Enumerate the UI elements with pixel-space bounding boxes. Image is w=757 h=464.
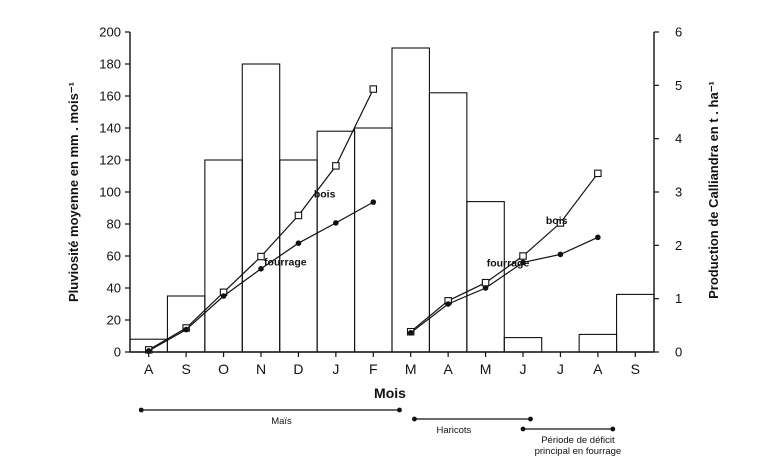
y-tick-label-left: 80	[107, 217, 121, 232]
x-axis-label: Mois	[374, 385, 406, 401]
rainfall-bar	[166, 295, 206, 353]
rainfall-bar	[241, 63, 281, 353]
rainfall-bar	[204, 159, 243, 353]
series-labels: bois fourrage bois fourrage	[264, 188, 568, 269]
series-layer	[144, 85, 602, 354]
data-point-fourrage	[333, 220, 339, 226]
x-tick-label: A	[443, 361, 453, 377]
data-point-fourrage	[183, 326, 189, 333]
series-label: bois	[546, 215, 568, 227]
x-tick-label: F	[369, 361, 378, 377]
y-tick-label-left: 100	[99, 185, 121, 200]
data-point-bois	[294, 211, 303, 220]
period-end-marker	[610, 426, 616, 432]
y-tick-label-right: 5	[675, 78, 682, 93]
x-tick-label: S	[181, 361, 190, 377]
rainfall-bar	[466, 201, 505, 353]
y-tick-label-right: 1	[675, 291, 682, 306]
rainfall-bar	[428, 92, 468, 353]
data-point-bois	[481, 278, 490, 287]
y-tick-label-right: 4	[675, 131, 682, 146]
x-tick-label: A	[144, 361, 154, 377]
data-point-fourrage	[295, 240, 302, 246]
period-start-marker	[138, 407, 144, 413]
series-line-bois	[410, 172, 599, 333]
data-point-fourrage	[370, 199, 377, 205]
x-tick-label: M	[405, 361, 417, 377]
rainfall-bar	[503, 337, 543, 353]
series-line-fourrage	[148, 201, 374, 352]
series-label: fourrage	[264, 257, 307, 269]
data-point-fourrage	[595, 234, 601, 241]
period-end-marker	[528, 416, 533, 422]
x-tick-label: A	[593, 361, 603, 377]
data-point-bois	[257, 252, 265, 261]
period-end-marker	[397, 407, 402, 413]
period-label: Haricots	[436, 425, 471, 436]
data-point-fourrage	[557, 251, 564, 258]
data-point-bois	[369, 85, 378, 93]
y-tick-label-left: 20	[107, 313, 121, 328]
y-tick-label-left: 200	[99, 25, 121, 40]
y-tick-label-left: 120	[99, 153, 121, 168]
x-tick-label: O	[218, 361, 229, 377]
y-tick-label-left: 40	[107, 281, 121, 296]
data-point-fourrage	[407, 330, 414, 336]
crop-periods: Maïs Haricots Période de déficitprincipal …	[138, 407, 622, 457]
x-tick-label: D	[293, 361, 303, 377]
data-point-bois	[556, 219, 565, 227]
x-tick-label: J	[520, 361, 527, 377]
series-line-bois	[148, 88, 374, 351]
y-tick-label-right: 2	[675, 238, 682, 253]
rainfall-bar	[354, 127, 393, 353]
x-tick-label: J	[557, 361, 564, 377]
y-tick-label-right: 0	[675, 345, 682, 360]
series-line-fourrage	[410, 236, 599, 334]
series-label: bois	[314, 188, 336, 200]
y-tick-label-left: 0	[114, 345, 121, 360]
data-point-fourrage	[482, 285, 489, 291]
y-tick-label-right: 6	[675, 25, 682, 40]
data-point-bois	[594, 169, 602, 178]
x-tick-label: M	[480, 361, 492, 377]
rainfall-bar	[578, 333, 618, 353]
rainfall-bar	[391, 47, 430, 353]
y-axis-left-label: Pluviosité moyenne en mm . mois⁻¹	[66, 82, 81, 302]
x-tick-label: J	[332, 361, 339, 377]
y-axis-right-label: Production de Calliandra en t . ha⁻¹	[706, 81, 721, 299]
period-start-marker	[412, 416, 417, 422]
data-point-fourrage	[445, 301, 451, 307]
rainfall-bar	[616, 293, 655, 353]
data-point-fourrage	[520, 259, 526, 266]
period-label: principal en fourrage	[535, 446, 622, 457]
period-label: Maïs	[271, 416, 292, 427]
axes: 0 20 40 60 80 100 120 140 160 180 200 0 1 2 3 4 5 6 A S O N D J…	[99, 25, 682, 378]
data-point-fourrage	[220, 293, 227, 299]
y-tick-label-left: 180	[99, 57, 121, 72]
x-tick-label: N	[256, 361, 266, 377]
period-label: Période de déficit	[541, 435, 615, 446]
data-point-bois	[332, 162, 340, 170]
period-start-marker	[520, 426, 526, 432]
y-tick-label-left: 60	[107, 249, 121, 264]
data-point-bois	[519, 252, 527, 260]
y-tick-label-right: 3	[675, 185, 682, 200]
data-point-fourrage	[258, 266, 264, 272]
y-tick-label-left: 160	[99, 89, 121, 104]
series-label: fourrage	[487, 258, 530, 270]
x-tick-label: S	[631, 361, 640, 377]
data-point-fourrage	[145, 348, 152, 354]
y-tick-label-left: 140	[99, 121, 121, 136]
